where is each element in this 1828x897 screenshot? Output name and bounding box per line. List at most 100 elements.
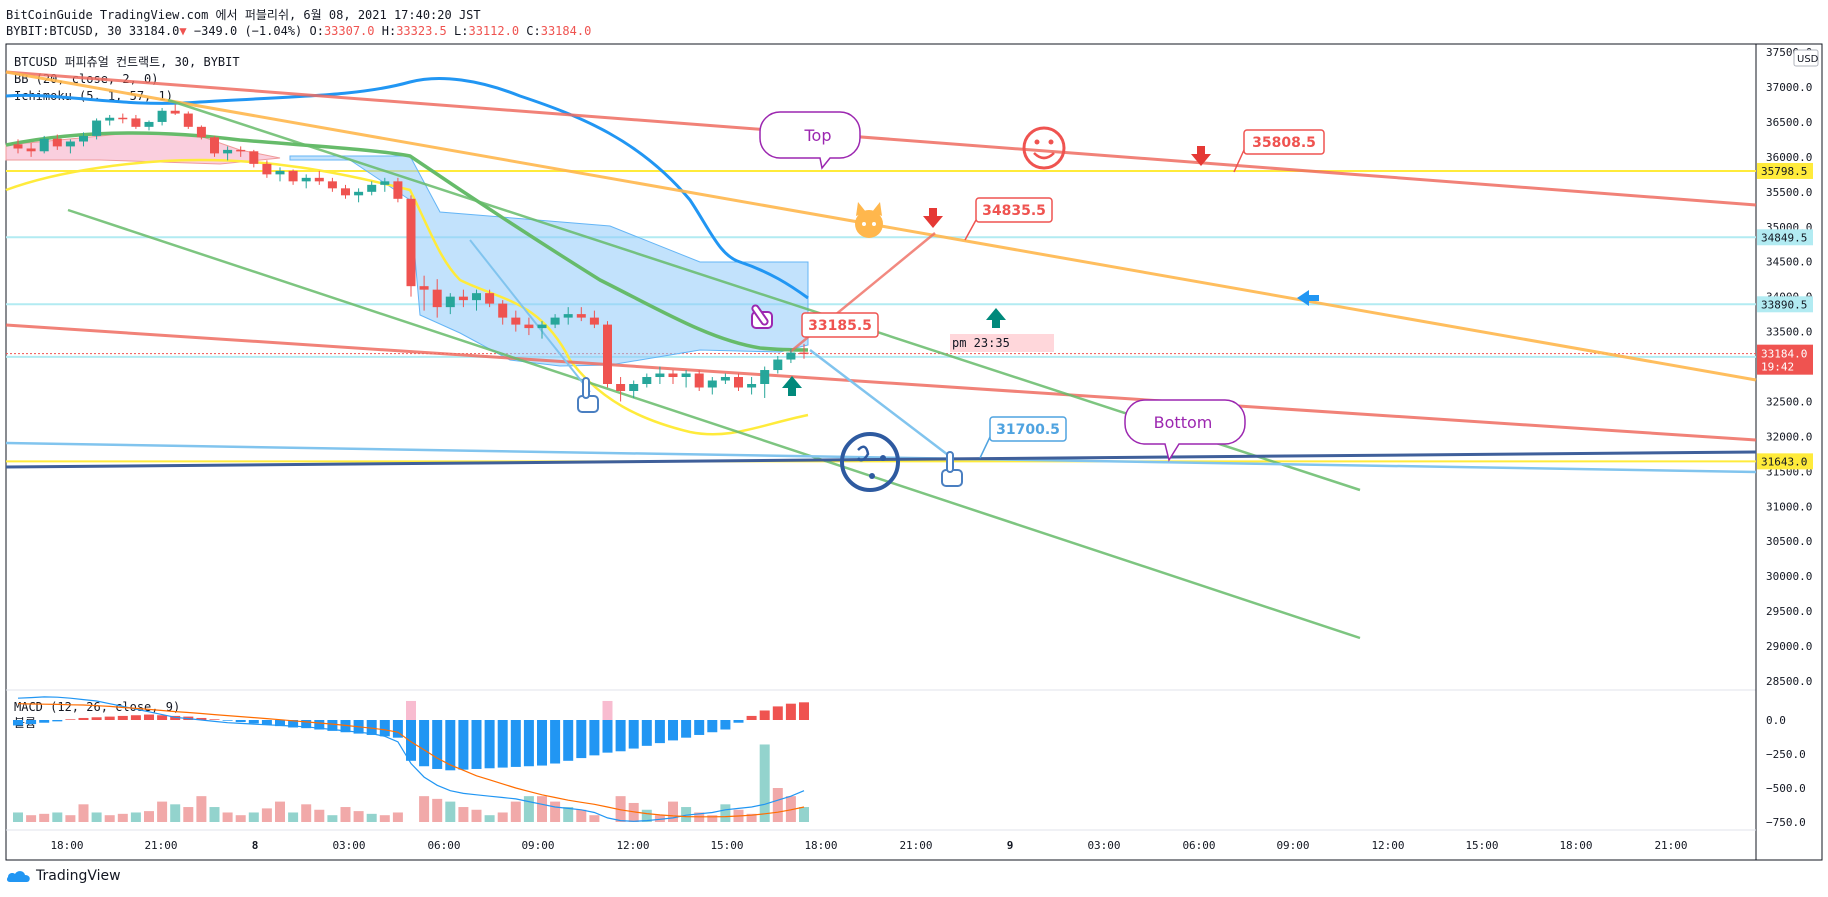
dizzy-face-icon <box>840 432 900 492</box>
publish-info: BitCoinGuide TradingView.com 에서 퍼블리쉬, 6월… <box>6 8 481 22</box>
axis-label-31643: 31643.0 <box>1761 455 1807 468</box>
candle-body <box>183 113 193 127</box>
macd-histogram-bar <box>694 720 705 735</box>
arrow-up-icon <box>782 376 802 396</box>
macd-histogram-bar <box>563 720 574 761</box>
macd-tick-label: −500.0 <box>1766 782 1806 795</box>
candle-body <box>92 120 102 136</box>
macd-histogram-bar <box>130 715 141 720</box>
candle-body <box>170 110 180 114</box>
macd-histogram-bar <box>628 720 639 749</box>
candle-body <box>314 177 324 182</box>
pointing-hand-finger <box>751 304 769 326</box>
pointing-hand-icon-finger <box>946 451 954 473</box>
macd-histogram-bar <box>497 720 508 768</box>
macd-volume-bar <box>589 815 600 822</box>
macd-histogram-bar <box>720 720 731 730</box>
candle-body <box>668 373 678 378</box>
macd-histogram-bar <box>759 710 770 720</box>
candle-body <box>799 352 809 355</box>
macd-histogram-bar <box>576 720 587 759</box>
candle-body <box>563 314 573 318</box>
macd-pane <box>13 696 809 822</box>
high-label: H: <box>381 24 397 38</box>
open-value: 33307.0 <box>323 24 375 38</box>
macd-volume-bar <box>288 812 299 822</box>
candle-body <box>511 317 521 325</box>
legend-title: BTCUSD 퍼피츄얼 컨트랙트, 30, BYBIT <box>14 55 240 69</box>
label-33185: 33185.5 <box>808 318 872 334</box>
macd-histogram-bar <box>641 720 652 746</box>
trend-green-lower <box>67 208 1361 640</box>
price-tick-label: 29500.0 <box>1766 605 1812 618</box>
price-tick-label: 28500.0 <box>1766 675 1812 688</box>
axis-label-34849-bg <box>1757 229 1813 246</box>
macd-volume-bar <box>209 807 220 822</box>
macd-volume-bar <box>327 815 338 822</box>
annotations: 35808.5 34835.5 33185.5 31700.5 pm 23:35 Top B… <box>577 111 1325 492</box>
macd-volume-bar <box>497 812 508 822</box>
time-tick-label: 06:00 <box>1182 839 1215 852</box>
candle-body <box>210 137 219 154</box>
label-31700: 31700.5 <box>996 422 1060 438</box>
axis-last-time: 19:42 <box>1761 361 1794 374</box>
smiley-mouth-icon <box>1033 152 1055 160</box>
axis-label-35798: 35798.5 <box>1761 165 1807 178</box>
candle-body <box>760 370 770 384</box>
macd-histogram-bar <box>13 720 23 726</box>
currency-badge <box>1793 49 1819 67</box>
candle-body <box>485 293 495 304</box>
label-bottom: Bottom <box>1154 413 1213 432</box>
cat-eye-icon <box>872 222 876 226</box>
ohlc-header: BYBIT:BTCUSD, 30 33184.0▼ −349.0 (−1.04%… <box>6 24 591 38</box>
macd-histogram-bar <box>707 720 718 733</box>
macd-histogram-bar <box>432 720 443 769</box>
macd-histogram-bar <box>78 717 89 720</box>
macd-volume-bar <box>91 812 102 822</box>
down-arrow-icon: ▼ <box>179 24 187 38</box>
macd-histogram-bar <box>65 719 76 720</box>
macd-volume-bar <box>392 812 403 822</box>
macd-volume-bar <box>235 815 246 822</box>
axis-last-price: 33184.0 <box>1761 348 1807 361</box>
cat-icon <box>855 210 883 238</box>
time-tick-label: 15:00 <box>710 839 743 852</box>
smiley-eye-icon <box>1048 139 1054 145</box>
price-tick-label: 29000.0 <box>1766 640 1812 653</box>
macd-volume-bar <box>510 801 521 822</box>
candle-body <box>301 177 311 182</box>
macd-volume-bar <box>222 812 233 822</box>
macd-histogram-bar <box>681 720 692 738</box>
time-tick-label: 21:00 <box>899 839 932 852</box>
macd-histogram-bar <box>288 720 299 728</box>
low-label: L: <box>454 24 469 38</box>
legend-volume: 볼륨 <box>14 716 36 730</box>
currency-label: USD <box>1797 54 1819 65</box>
arrow-down-icon <box>1191 146 1211 166</box>
macd-volume-bar <box>196 796 207 822</box>
candle-body <box>406 198 416 287</box>
macd-histogram-bar <box>104 716 115 720</box>
candle-body <box>354 191 364 196</box>
macd-volume-bar <box>52 812 63 822</box>
macd-volume-bar <box>379 815 390 822</box>
price-tick-label: 30500.0 <box>1766 535 1812 548</box>
time-tick-label: 03:00 <box>332 839 365 852</box>
macd-histogram-bar <box>157 715 168 720</box>
axis-label-33890-bg <box>1757 296 1813 313</box>
dizzy-eye-icon <box>856 445 870 462</box>
candle-body <box>419 286 429 290</box>
macd-histogram-bar <box>39 720 50 723</box>
macd-histogram-bar <box>654 720 665 744</box>
macd-volume-bar <box>746 813 757 822</box>
last-price: 33184.0 <box>128 24 180 38</box>
candle-body <box>288 170 298 182</box>
candle-body <box>655 373 665 378</box>
axes: 28500.0 29000.0 29500.0 30000.0 30500.0 31000… <box>50 46 1818 852</box>
price-tick-label: 34500.0 <box>1766 256 1812 269</box>
macd-volume-bar <box>366 813 377 822</box>
price-tick-label: 31000.0 <box>1766 500 1812 513</box>
macd-histogram-bar <box>589 720 600 756</box>
candle-body <box>786 352 796 360</box>
